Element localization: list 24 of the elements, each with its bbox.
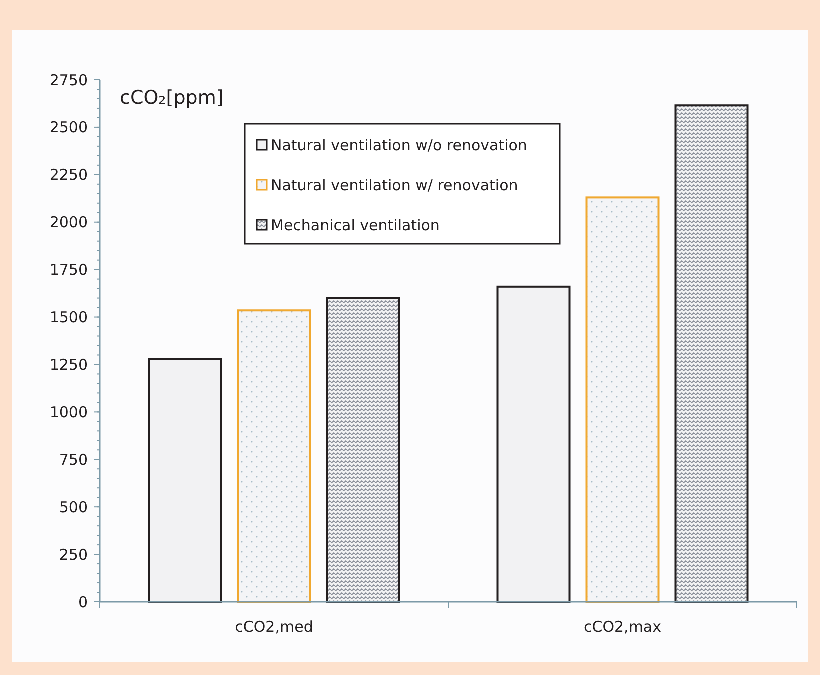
bar — [326, 297, 400, 603]
bar — [586, 196, 660, 603]
y-tick-label: 1500 — [50, 308, 88, 327]
y-tick-label: 250 — [59, 546, 88, 564]
y-tick-label: 1750 — [50, 261, 88, 280]
y-tick-label: 1000 — [50, 403, 88, 422]
x-tick-label: cCO2,med — [235, 618, 314, 636]
bar — [674, 104, 749, 603]
bar — [496, 286, 571, 603]
legend-label: Natural ventilation w/o renovation — [271, 136, 528, 154]
bar — [237, 310, 312, 603]
y-tick-label: 750 — [59, 450, 88, 469]
y-axis-title: cCO₂[ppm] — [120, 87, 224, 109]
y-tick-label: 2750 — [50, 71, 88, 90]
y-tick-label: 2250 — [50, 166, 88, 184]
y-tick-label: 0 — [78, 593, 88, 612]
y-tick-label: 2000 — [50, 214, 88, 232]
y-tick-label: 1250 — [50, 356, 88, 374]
bar — [148, 358, 222, 603]
legend-label: Natural ventilation w/ renovation — [271, 176, 518, 194]
x-tick-label: cCO2,max — [584, 618, 662, 636]
y-tick-label: 2500 — [50, 118, 88, 137]
legend-label: Mechanical ventilation — [271, 216, 440, 234]
y-tick-label: 500 — [59, 498, 88, 516]
